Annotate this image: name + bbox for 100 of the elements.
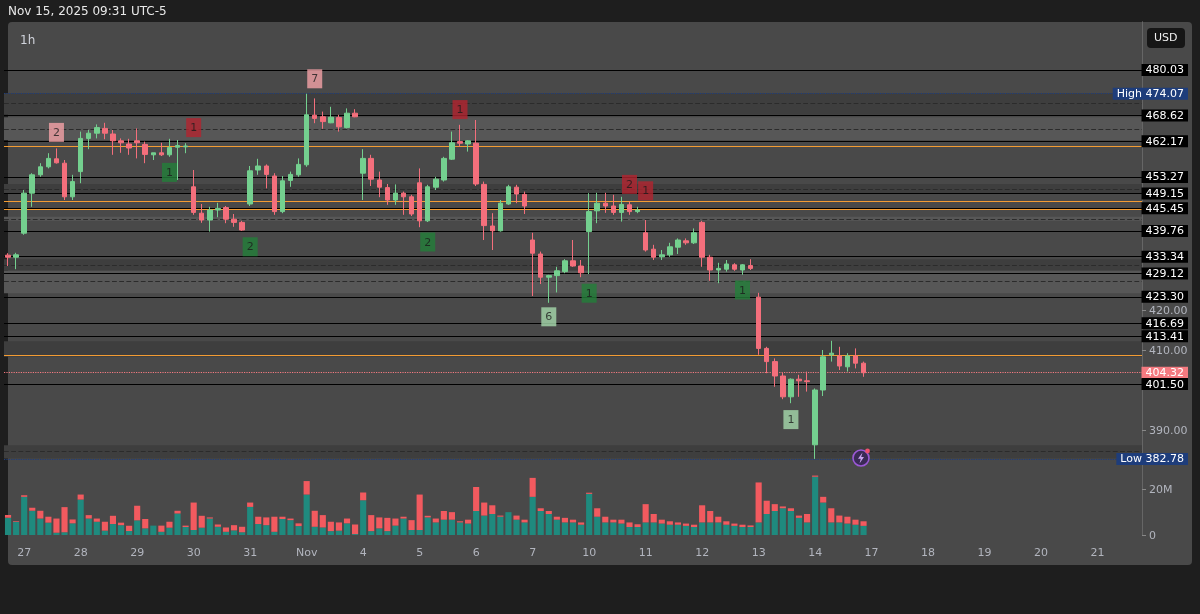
bar (578, 522, 585, 525)
bar (408, 529, 415, 535)
bar (206, 518, 213, 535)
ref-line-label: High 474.07 (1116, 87, 1184, 101)
candlestick (433, 176, 439, 191)
candlestick (264, 163, 269, 189)
bar (787, 511, 794, 535)
candlestick (344, 107, 350, 129)
candlestick (175, 139, 180, 181)
bar (473, 487, 480, 512)
bar (763, 513, 770, 535)
candlestick (159, 142, 164, 157)
bar (392, 518, 399, 526)
bar (666, 521, 673, 525)
candlestick (70, 174, 75, 201)
bar (481, 515, 488, 535)
bar (795, 517, 803, 535)
candlestick (336, 114, 342, 133)
ref-line-label: 439.76 (1145, 224, 1184, 238)
x-tick-label: 12 (695, 546, 710, 559)
candlestick (94, 123, 100, 139)
bar (416, 494, 423, 530)
series-label: 1 (787, 413, 795, 427)
bar (828, 508, 835, 523)
bar (109, 515, 117, 525)
bar (360, 500, 367, 535)
bar (295, 526, 302, 535)
bar (311, 526, 318, 535)
candlestick (183, 142, 188, 154)
candlestick (126, 138, 132, 156)
bar (384, 531, 391, 535)
bar (158, 531, 165, 535)
bar (45, 516, 52, 523)
series-label: 1 (190, 121, 198, 135)
bar (360, 492, 367, 501)
candlestick (62, 159, 67, 201)
x-tick-label: 18 (921, 546, 936, 559)
candlestick (659, 249, 665, 261)
candlestick (417, 167, 422, 228)
candlestick (151, 152, 156, 161)
bar (836, 522, 843, 535)
ref-line-label: 433.34 (1145, 250, 1184, 264)
candlestick (635, 206, 640, 214)
bar (117, 525, 125, 535)
candlestick (29, 172, 35, 208)
ref-line-label: 462.17 (1145, 134, 1184, 148)
ref-line-label: 401.50 (1145, 377, 1184, 391)
bar (465, 523, 472, 535)
candlestick (255, 158, 261, 176)
candlestick (288, 171, 293, 188)
bar (545, 513, 552, 535)
candlestick (449, 131, 455, 161)
x-tick-label: 6 (472, 546, 480, 559)
candlestick (538, 251, 543, 285)
text: 1 (738, 283, 746, 297)
bar (569, 522, 577, 535)
candlestick (490, 212, 495, 251)
candlestick (441, 156, 447, 183)
ref-line-label: 404.32 (1145, 366, 1184, 380)
candlestick (215, 202, 221, 218)
candlestick (820, 349, 826, 397)
bar (384, 517, 391, 532)
bar (142, 528, 149, 535)
x-tick-label: 7 (529, 546, 537, 559)
bar (37, 518, 44, 535)
bar (69, 519, 76, 524)
candlestick (385, 183, 390, 206)
candlestick (13, 252, 19, 270)
bar (21, 496, 28, 535)
bar (13, 521, 20, 535)
bar (319, 527, 326, 535)
bar (198, 527, 205, 535)
bar (674, 524, 681, 535)
series-label: 6 (545, 310, 553, 324)
candlestick (393, 183, 398, 206)
bar (174, 510, 181, 514)
bar (755, 482, 762, 523)
candlestick (740, 263, 745, 276)
candlestick (352, 108, 358, 118)
bar (93, 521, 100, 535)
x-tick-label: 29 (130, 546, 145, 559)
bar (820, 496, 827, 503)
bar (150, 525, 157, 535)
candlestick (377, 171, 382, 198)
candlestick (368, 154, 374, 187)
candlestick (748, 258, 753, 271)
series-label: 1 (165, 165, 173, 179)
candlestick (562, 258, 568, 274)
text: 1 (642, 184, 650, 198)
bar (93, 518, 100, 522)
bar (327, 531, 334, 535)
candlestick (796, 374, 802, 398)
bar (352, 524, 359, 535)
bar (650, 513, 657, 523)
bar (715, 522, 722, 535)
candlestick (54, 147, 59, 165)
bar (214, 526, 221, 535)
text: 2 (424, 235, 432, 249)
candlestick (401, 191, 406, 216)
candlestick (651, 244, 656, 261)
